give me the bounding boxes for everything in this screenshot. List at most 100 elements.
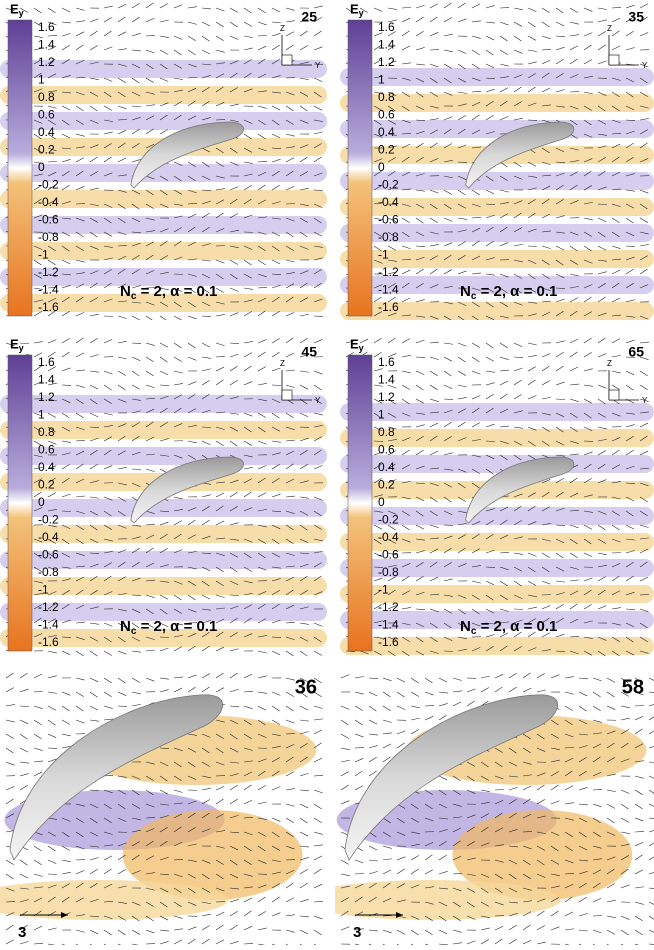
- axis-box: [609, 55, 619, 65]
- colorbar-tick-label: 0.6: [38, 443, 55, 457]
- colorbar: [348, 355, 372, 651]
- colorbar-tick-label: -1.4: [378, 283, 399, 297]
- colorbar-tick-label: 0.2: [378, 478, 395, 492]
- colorbar-tick-label: 0: [38, 495, 45, 509]
- band: [340, 403, 654, 421]
- colorbar: [8, 355, 32, 651]
- colorbar-tick-label: 1.4: [378, 373, 395, 387]
- colorbar-tick-label: 0.4: [38, 460, 55, 474]
- axis-y-label: Y: [315, 61, 321, 70]
- colorbar-tick-label: -0.6: [378, 548, 399, 562]
- axis-z-label: Z: [607, 359, 612, 368]
- colorbar-tick-label: -1.2: [38, 265, 59, 279]
- colorbar-tick-label: 0.4: [38, 125, 55, 139]
- axis-z-label: Z: [607, 24, 612, 33]
- colorbar-tick-label: 0.8: [38, 90, 55, 104]
- colorbar-subscript: y: [359, 343, 364, 353]
- colorbar-tick-label: -1.6: [38, 635, 59, 649]
- caption-main: N: [460, 618, 471, 635]
- colorbar-tick-label: 1.4: [38, 373, 55, 387]
- caption-rest: = 2, α = 0.1: [136, 618, 217, 635]
- colorbar: [8, 20, 32, 316]
- band: [340, 68, 654, 86]
- colorbar-tick-label: 1: [378, 73, 385, 87]
- panel: 45Ey1.61.41.210.80.60.40.20-0.2-0.4-0.6-…: [0, 335, 327, 660]
- colorbar-tick-label: 0.4: [378, 460, 395, 474]
- colorbar-tick-label: -0.4: [38, 530, 59, 544]
- axis-box: [609, 390, 619, 400]
- colorbar-tick-label: 1.2: [38, 390, 55, 404]
- colorbar-tick-label: 1.6: [38, 355, 55, 369]
- colorbar-tick-label: 1.2: [378, 55, 395, 69]
- colorbar-tick-label: 1.2: [38, 55, 55, 69]
- band: [0, 577, 327, 595]
- colorbar-tick-label: -0.4: [378, 195, 399, 209]
- colorbar-subscript: y: [19, 8, 24, 18]
- colorbar-tick-label: 1.4: [38, 38, 55, 52]
- axis-y-label: Y: [315, 396, 321, 405]
- colorbar-tick-label: 1.6: [378, 355, 395, 369]
- field: [0, 670, 327, 945]
- colorbar-tick-label: 0.8: [378, 425, 395, 439]
- colorbar-tick-label: -1.2: [38, 600, 59, 614]
- colorbar-tick-label: -1: [378, 583, 389, 597]
- scale-label: 3: [353, 924, 361, 941]
- panel: 58 3: [301, 670, 654, 945]
- colorbar-tick-label: -0.8: [378, 565, 399, 579]
- caption-main: N: [120, 283, 131, 300]
- colorbar-tick-label: 0: [378, 160, 385, 174]
- colorbar-tick-label: 0.8: [38, 425, 55, 439]
- panel: 35Ey1.61.41.210.80.60.40.20-0.2-0.4-0.6-…: [340, 0, 654, 321]
- colorbar-tick-label: 1.6: [378, 20, 395, 34]
- colorbar-tick-label: -1: [38, 248, 49, 262]
- colorbar-tick-label: 0.2: [378, 143, 395, 157]
- colorbar-tick-label: 0.4: [378, 125, 395, 139]
- colorbar-tick-label: -1.2: [378, 265, 399, 279]
- colorbar-tick-label: 0.6: [378, 443, 395, 457]
- colorbar-tick-label: 1: [38, 408, 45, 422]
- colorbar-tick-label: 0: [38, 160, 45, 174]
- colorbar-tick-label: 1.4: [378, 38, 395, 52]
- field: [301, 670, 654, 945]
- colorbar-tick-label: -0.4: [378, 530, 399, 544]
- caption-main: N: [460, 283, 471, 300]
- blob: [301, 880, 561, 920]
- colorbar-tick-label: -1.4: [38, 283, 59, 297]
- colorbar-tick-label: 0.2: [38, 478, 55, 492]
- colorbar-tick-label: -0.2: [378, 178, 399, 192]
- panel-label: 36: [295, 676, 317, 698]
- colorbar-tick-label: -1.6: [378, 300, 399, 314]
- colorbar-tick-label: -0.8: [38, 565, 59, 579]
- panel: 25Ey1.61.41.210.80.60.40.20-0.2-0.4-0.6-…: [0, 0, 327, 321]
- caption-rest: = 2, α = 0.1: [476, 618, 557, 635]
- colorbar-tick-label: -1.6: [378, 635, 399, 649]
- colorbar-tick-label: 1.2: [378, 390, 395, 404]
- colorbar-tick-label: -0.8: [38, 230, 59, 244]
- axis-z-label: Z: [280, 359, 285, 368]
- colorbar-tick-label: 0.8: [378, 90, 395, 104]
- colorbar-tick-label: -1: [38, 583, 49, 597]
- axis-y-label: Y: [642, 61, 648, 70]
- colorbar-tick-label: 1: [378, 408, 385, 422]
- colorbar-tick-label: -0.4: [38, 195, 59, 209]
- colorbar-tick-label: -0.2: [38, 178, 59, 192]
- colorbar-tick-label: -0.8: [378, 230, 399, 244]
- axis-z-label: Z: [280, 24, 285, 33]
- colorbar-tick-label: -0.2: [378, 513, 399, 527]
- panel-label: 65: [628, 344, 644, 360]
- scale-label: 3: [18, 924, 26, 941]
- panel-label: 25: [301, 9, 317, 25]
- colorbar-tick-label: 1.6: [38, 20, 55, 34]
- colorbar-tick-label: -0.6: [38, 548, 59, 562]
- colorbar-tick-label: -0.6: [38, 213, 59, 227]
- colorbar-subscript: y: [19, 343, 24, 353]
- colorbar-tick-label: -1.4: [378, 618, 399, 632]
- colorbar-tick-label: -1.6: [38, 300, 59, 314]
- panel-label: 45: [301, 344, 317, 360]
- panel-label: 58: [622, 676, 644, 698]
- colorbar-tick-label: 0: [378, 495, 385, 509]
- colorbar-tick-label: 0.6: [378, 108, 395, 122]
- axis-box: [282, 390, 292, 400]
- axis-box: [282, 55, 292, 65]
